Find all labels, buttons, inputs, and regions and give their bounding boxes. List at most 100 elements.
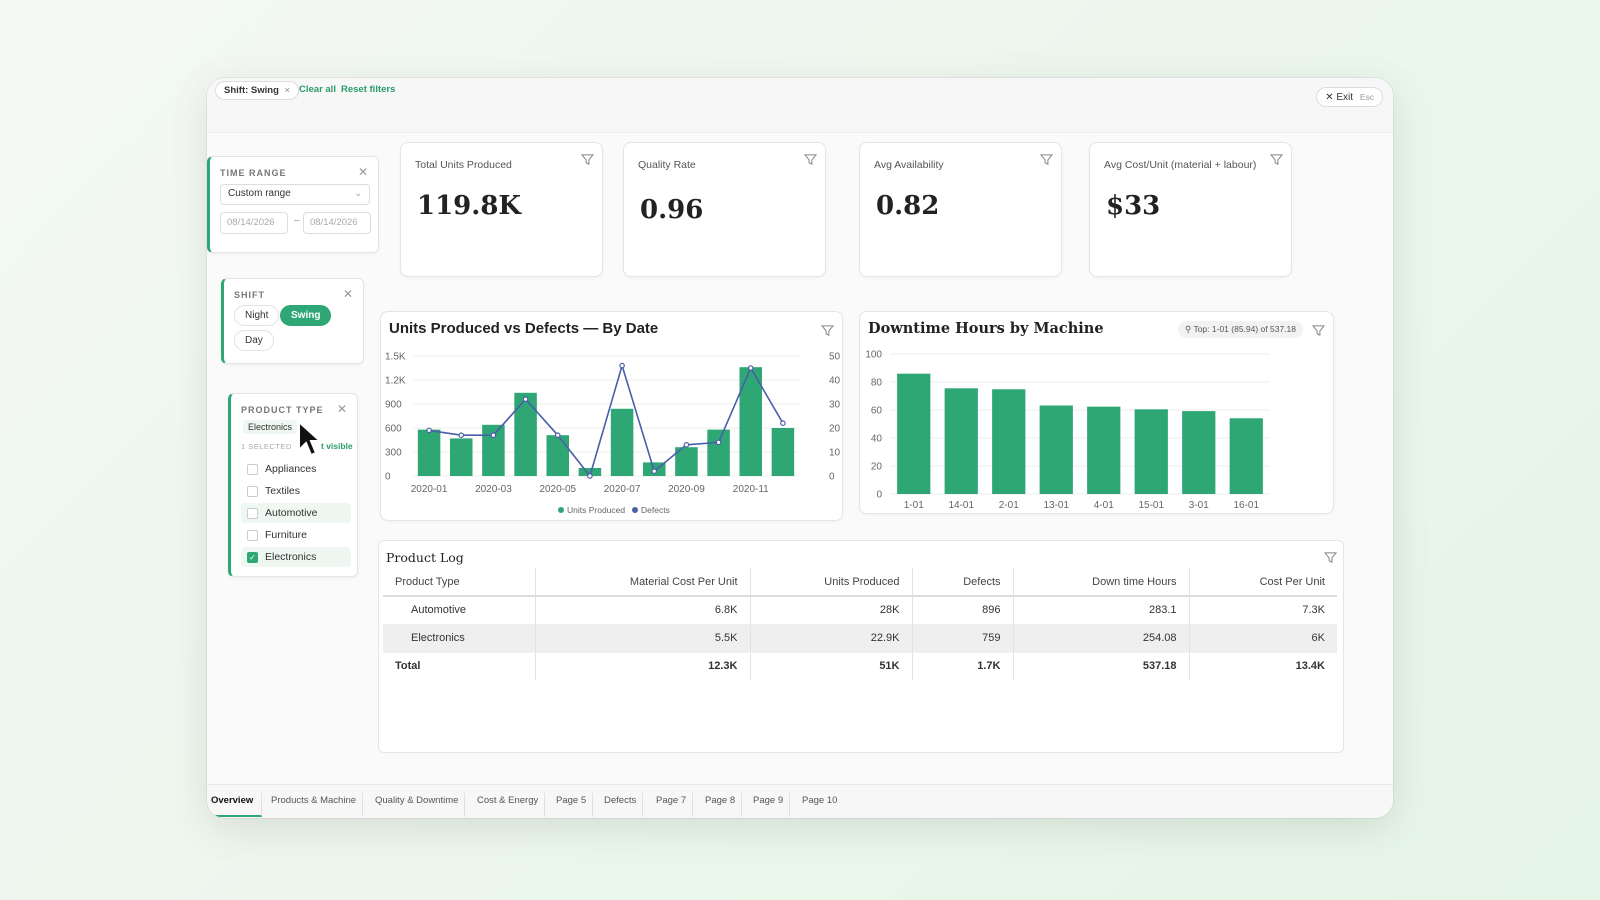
start-date-input[interactable]: 08/14/2026 xyxy=(220,212,288,234)
shift-option-night[interactable]: Night xyxy=(234,305,280,326)
column-header[interactable]: Defects xyxy=(912,568,1014,597)
kpi-avg-cost-unit: Avg Cost/Unit (material + labour) $33 xyxy=(1089,142,1292,277)
checkbox[interactable] xyxy=(247,464,258,475)
table-cell: 22.9K xyxy=(750,624,913,653)
clear-all-link[interactable]: Clear all xyxy=(299,84,336,95)
checkbox[interactable] xyxy=(247,530,258,541)
point-defects xyxy=(458,432,465,439)
legend-label: Units Produced xyxy=(567,505,625,515)
table-cell: 896 xyxy=(912,596,1014,625)
bar-downtime xyxy=(1229,418,1263,494)
tab-overview[interactable]: Overview xyxy=(207,793,262,817)
x-tick-label: 2020-07 xyxy=(604,484,641,495)
mouse-cursor-icon xyxy=(298,420,323,457)
tab-page-8[interactable]: Page 8 xyxy=(699,793,743,817)
close-icon[interactable]: × xyxy=(284,85,291,96)
shift-filter: SHIFT ✕ Night Swing Day xyxy=(221,278,364,364)
y-tick-label: 60 xyxy=(871,406,883,417)
bar-units-produced xyxy=(707,429,730,476)
table-cell: 537.18 xyxy=(1013,652,1190,680)
tab-quality-downtime[interactable]: Quality & Downtime xyxy=(369,793,466,817)
x-tick-label: 15-01 xyxy=(1138,500,1164,511)
kpi-avg-availability: Avg Availability 0.82 xyxy=(859,142,1062,277)
chart-title: Downtime Hours by Machine xyxy=(868,320,1104,337)
x-tick-label: 1-01 xyxy=(904,500,924,511)
x-tick-label: 2020-01 xyxy=(411,484,448,495)
tab-page-10[interactable]: Page 10 xyxy=(802,795,838,806)
point-defects xyxy=(426,427,432,434)
select-visible-link[interactable]: t visible xyxy=(321,441,353,451)
column-header[interactable]: Material Cost Per Unit xyxy=(535,568,751,597)
filter-icon[interactable] xyxy=(1324,551,1337,564)
tab-defects[interactable]: Defects xyxy=(598,793,644,817)
table-total-row: Total 12.3K 51K 1.7K 537.18 13.4K xyxy=(383,652,1337,680)
end-date-input[interactable]: 08/14/2026 xyxy=(303,212,371,234)
y-tick-label: 100 xyxy=(865,350,882,361)
bar-units-produced xyxy=(610,408,634,476)
tab-page-7[interactable]: Page 7 xyxy=(650,793,694,817)
downtime-chart-card: Downtime Hours by Machine ⚲ Top: 1-01 (8… xyxy=(859,311,1334,514)
bar-units-produced xyxy=(578,468,602,476)
table-row[interactable]: Automotive 6.8K 28K 896 283.1 7.3K xyxy=(383,596,1337,625)
kpi-total-units: Total Units Produced 119.8K xyxy=(400,142,603,277)
option-label: Textiles xyxy=(265,485,301,497)
column-header[interactable]: Product Type xyxy=(383,568,536,597)
filter-icon[interactable] xyxy=(581,153,594,166)
table-cell: 13.4K xyxy=(1295,660,1325,673)
legend-marker-units xyxy=(558,507,564,513)
column-header[interactable]: Down time Hours xyxy=(1013,568,1190,597)
bar-downtime xyxy=(1182,411,1216,494)
y-left-tick-label: 1.2K xyxy=(385,376,406,387)
product-option-appliances[interactable]: Appliances xyxy=(241,459,351,479)
shift-filter-chip[interactable]: Shift: Swing × xyxy=(215,81,300,100)
checkbox[interactable] xyxy=(247,508,258,519)
active-filters-bar: Shift: Swing × Clear all Reset filters ✕… xyxy=(207,78,1393,133)
filter-icon[interactable] xyxy=(821,324,834,337)
tab-page-9[interactable]: Page 9 xyxy=(747,793,791,817)
tab-products-machine[interactable]: Products & Machine xyxy=(265,793,364,817)
shift-option-day[interactable]: Day xyxy=(234,330,274,351)
y-tick-label: 20 xyxy=(871,462,883,473)
close-icon[interactable]: ✕ xyxy=(336,402,347,416)
tab-cost-energy[interactable]: Cost & Energy xyxy=(471,793,546,817)
product-option-textiles[interactable]: Textiles xyxy=(241,481,351,501)
filter-icon[interactable] xyxy=(804,153,817,166)
close-icon[interactable]: ✕ xyxy=(357,165,368,179)
table-cell: 5.5K xyxy=(535,624,751,653)
tab-page-5[interactable]: Page 5 xyxy=(550,793,594,817)
table-cell: Total xyxy=(383,652,536,680)
reset-filters-link[interactable]: Reset filters xyxy=(341,84,396,95)
checkbox-checked[interactable]: ✓ xyxy=(247,552,258,563)
exit-button[interactable]: ✕ Exit Esc xyxy=(1316,87,1383,107)
product-option-furniture[interactable]: Furniture xyxy=(241,525,351,545)
filter-icon[interactable] xyxy=(1040,153,1053,166)
legend-label: Defects xyxy=(641,505,670,515)
downtime-chart: 0 20 40 60 80 100 1-01 14-01 2-01 13-01 4-01 15-01 3… xyxy=(865,350,1270,511)
filter-icon[interactable] xyxy=(1312,324,1325,337)
product-log-card: Product Log Product Type Material Cost P… xyxy=(378,540,1344,753)
point-defects xyxy=(554,432,561,439)
x-tick-label: 2020-03 xyxy=(475,484,512,495)
product-option-electronics[interactable]: ✓ Electronics xyxy=(241,547,351,567)
selected-tag[interactable]: Electronics xyxy=(243,420,298,434)
option-label: Automotive xyxy=(265,507,318,519)
link-icon: ⚲ xyxy=(1185,324,1192,334)
checkbox[interactable] xyxy=(247,486,258,497)
bar-units-produced xyxy=(417,429,441,476)
filter-icon[interactable] xyxy=(1270,153,1283,166)
option-label: Electronics xyxy=(265,551,317,563)
time-range-title: TIME RANGE xyxy=(220,168,287,178)
time-range-select[interactable]: Custom range ⌄ xyxy=(220,184,370,205)
x-tick-label: 3-01 xyxy=(1189,500,1209,511)
table-cell: 7.3K xyxy=(1189,596,1337,625)
close-icon[interactable]: ✕ xyxy=(342,287,353,301)
column-header[interactable]: Units Produced xyxy=(750,568,913,597)
y-right-tick-label: 20 xyxy=(829,424,841,435)
bar-downtime xyxy=(1087,406,1121,494)
bar-downtime xyxy=(992,389,1026,494)
shift-option-swing[interactable]: Swing xyxy=(280,305,332,326)
table-row[interactable]: Electronics 5.5K 22.9K 759 254.08 6K xyxy=(383,624,1337,653)
product-option-automotive[interactable]: Automotive xyxy=(241,503,351,523)
y-left-tick-label: 1.5K xyxy=(385,352,406,363)
column-header[interactable]: Cost Per Unit xyxy=(1189,568,1337,597)
